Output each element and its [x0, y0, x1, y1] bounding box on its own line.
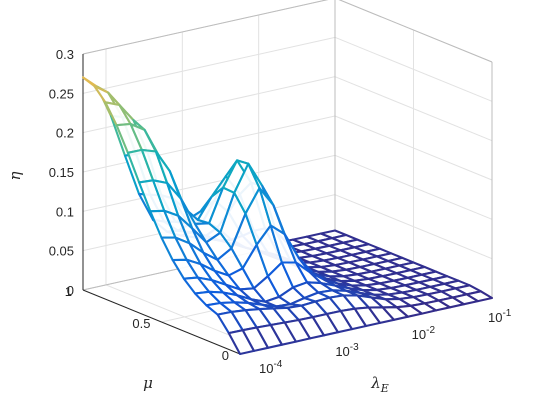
z-axis-label: η: [6, 172, 24, 181]
y-axis-label: μ: [143, 374, 153, 392]
x-tick-exponent: -1: [502, 308, 511, 319]
z-gridline-back: [82, 154, 336, 212]
y-tick-label: 0.5: [132, 316, 150, 331]
x-axis-label-main: λ: [370, 374, 381, 392]
x-axis-label-subscript: E: [380, 382, 389, 395]
z-gridline-back: [82, 115, 336, 173]
tick-labels: 00.050.10.150.20.250.300.5110-410-310-21…: [49, 47, 512, 376]
surface-mesh: [81, 76, 494, 356]
y-tick-label: 0: [222, 348, 229, 363]
z-tick-label: 0.1: [56, 204, 74, 219]
z-tick-label: 0.15: [49, 165, 74, 180]
x-tick-exponent: -4: [273, 359, 282, 370]
x-tick-label: 10-2: [412, 325, 436, 342]
box-edge: [82, 0, 329, 55]
x-axis-label: λE: [370, 374, 389, 395]
z-tick-label: 0: [67, 283, 74, 298]
x-tick-label: 10-3: [335, 342, 359, 359]
y-tick-label: 1: [65, 284, 72, 299]
z-tick-label: 0.2: [56, 126, 74, 141]
x-tick-base: 10: [259, 361, 273, 376]
x-tick-label: 10-1: [488, 308, 512, 325]
z-gridline-back: [82, 36, 336, 94]
z-tick-label: 0.25: [49, 86, 74, 101]
x-tick-base: 10: [335, 344, 349, 359]
x-tick-exponent: -2: [426, 325, 435, 336]
x-tick-base: 10: [488, 310, 502, 325]
mesh-cell: [465, 290, 494, 303]
z-tick-label: 0.3: [56, 47, 74, 62]
y-axis-line: [82, 289, 241, 355]
x-tick-base: 10: [412, 327, 426, 342]
x-tick-label: 10-4: [259, 359, 283, 376]
box-edge: [338, 0, 493, 63]
z-tick-label: 0.05: [49, 244, 74, 259]
x-tick-exponent: -3: [350, 342, 359, 353]
